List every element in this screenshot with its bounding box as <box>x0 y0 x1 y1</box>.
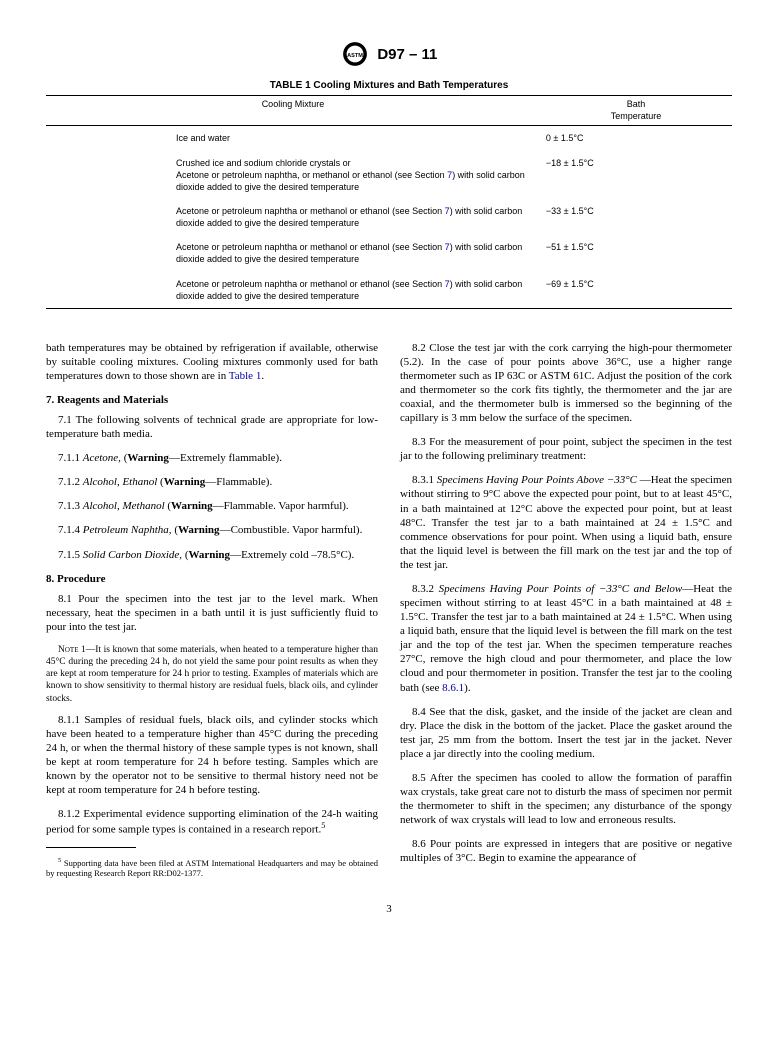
table-cell-mixture: Crushed ice and sodium chloride crystals… <box>46 151 540 199</box>
para-8-3-1: 8.3.1 Specimens Having Pour Points Above… <box>400 473 732 572</box>
table-row: Acetone or petroleum naphtha or methanol… <box>46 199 732 235</box>
para-8-3: 8.3 For the measurement of pour point, s… <box>400 435 732 463</box>
link-section-7[interactable]: 7 <box>445 206 450 216</box>
para-8-1: 8.1 Pour the specimen into the test jar … <box>46 592 378 634</box>
intro-paragraph: bath temperatures may be obtained by ref… <box>46 341 378 383</box>
table-cell-temperature: −18 ± 1.5°C <box>540 151 732 199</box>
table-cell-mixture: Ice and water <box>46 126 540 151</box>
table-cell-temperature: −69 ± 1.5°C <box>540 272 732 309</box>
para-7-1-4: 7.1.4 Petroleum Naphtha, (Warning—Combus… <box>46 523 378 537</box>
para-8-4: 8.4 See that the disk, gasket, and the i… <box>400 705 732 761</box>
para-8-1-1: 8.1.1 Samples of residual fuels, black o… <box>46 713 378 797</box>
standard-id: D97 – 11 <box>377 46 437 63</box>
para-7-1-1: 7.1.1 Acetone, (Warning—Extremely flamma… <box>46 451 378 465</box>
table-cell-mixture: Acetone or petroleum naphtha or methanol… <box>46 199 540 235</box>
table-row: Ice and water0 ± 1.5°C <box>46 126 732 151</box>
table-cell-temperature: 0 ± 1.5°C <box>540 126 732 151</box>
table-1: Cooling Mixture Bath Temperature Ice and… <box>46 95 732 309</box>
link-section-7[interactable]: 7 <box>445 279 450 289</box>
table-cell-temperature: −51 ± 1.5°C <box>540 235 732 271</box>
section-8-head: 8. Procedure <box>46 572 378 586</box>
para-7-1-3: 7.1.3 Alcohol, Methanol (Warning—Flammab… <box>46 499 378 513</box>
table-row: Acetone or petroleum naphtha or methanol… <box>46 235 732 271</box>
para-7-1-5: 7.1.5 Solid Carbon Dioxide, (Warning—Ext… <box>46 548 378 562</box>
link-section-7[interactable]: 7 <box>445 242 450 252</box>
para-8-2: 8.2 Close the test jar with the cork car… <box>400 341 732 425</box>
table-row: Acetone or petroleum naphtha or methanol… <box>46 272 732 309</box>
footnote-ref-5[interactable]: 5 <box>321 821 325 830</box>
footnote-rule <box>46 847 136 848</box>
para-8-1-2: 8.1.2 Experimental evidence supporting e… <box>46 807 378 837</box>
astm-logo: ASTM <box>341 40 369 68</box>
table-row: Crushed ice and sodium chloride crystals… <box>46 151 732 199</box>
table-1-caption: TABLE 1 Cooling Mixtures and Bath Temper… <box>46 80 732 91</box>
para-8-3-2: 8.3.2 Specimens Having Pour Points of −3… <box>400 582 732 695</box>
para-7-1-2: 7.1.2 Alcohol, Ethanol (Warning—Flammabl… <box>46 475 378 489</box>
para-8-6: 8.6 Pour points are expressed in integer… <box>400 837 732 865</box>
para-7-1: 7.1 The following solvents of technical … <box>46 413 378 441</box>
table-col-temp: Bath Temperature <box>540 96 732 126</box>
section-7-head: 7. Reagents and Materials <box>46 393 378 407</box>
para-8-5: 8.5 After the specimen has cooled to all… <box>400 771 732 827</box>
table-cell-mixture: Acetone or petroleum naphtha or methanol… <box>46 235 540 271</box>
table-col-mixture: Cooling Mixture <box>46 96 540 126</box>
page-number: 3 <box>46 903 732 915</box>
link-section-7[interactable]: 7 <box>447 170 452 180</box>
link-table-1[interactable]: Table 1 <box>229 370 262 382</box>
footnote-5: 5 Supporting data have been filed at AST… <box>46 857 378 879</box>
table-cell-mixture: Acetone or petroleum naphtha or methanol… <box>46 272 540 309</box>
page-header: ASTM D97 – 11 <box>46 40 732 68</box>
note-1: Note 1—It is known that some materials, … <box>46 644 378 705</box>
table-cell-temperature: −33 ± 1.5°C <box>540 199 732 235</box>
link-8-6-1[interactable]: 8.6.1 <box>442 682 464 694</box>
svg-text:ASTM: ASTM <box>347 53 363 59</box>
